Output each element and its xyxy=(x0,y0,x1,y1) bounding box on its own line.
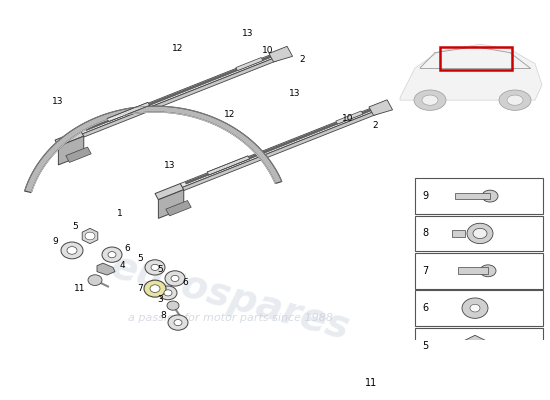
Ellipse shape xyxy=(499,90,531,110)
Text: 13: 13 xyxy=(164,161,176,170)
FancyBboxPatch shape xyxy=(415,216,543,251)
Text: 1: 1 xyxy=(117,210,123,218)
Ellipse shape xyxy=(88,275,102,286)
Ellipse shape xyxy=(165,271,185,286)
Polygon shape xyxy=(452,230,465,237)
Ellipse shape xyxy=(507,95,523,105)
Ellipse shape xyxy=(392,375,412,390)
Text: 12: 12 xyxy=(224,110,236,119)
Text: 13: 13 xyxy=(289,89,301,98)
Polygon shape xyxy=(462,371,506,388)
Polygon shape xyxy=(107,102,150,122)
Ellipse shape xyxy=(480,265,496,277)
FancyBboxPatch shape xyxy=(415,178,543,214)
Ellipse shape xyxy=(85,232,95,240)
FancyBboxPatch shape xyxy=(415,253,543,289)
Ellipse shape xyxy=(174,320,182,326)
Polygon shape xyxy=(55,130,84,146)
Ellipse shape xyxy=(159,286,177,300)
Ellipse shape xyxy=(473,228,487,238)
Polygon shape xyxy=(236,58,263,71)
Text: 10: 10 xyxy=(342,114,354,123)
Text: 10: 10 xyxy=(262,46,274,56)
Text: 7: 7 xyxy=(137,284,143,293)
Ellipse shape xyxy=(422,95,438,105)
Ellipse shape xyxy=(171,275,179,282)
Text: 13: 13 xyxy=(242,30,254,38)
Ellipse shape xyxy=(150,285,160,292)
Polygon shape xyxy=(97,263,115,275)
Ellipse shape xyxy=(467,223,493,244)
Text: 12: 12 xyxy=(172,44,184,53)
Text: 5: 5 xyxy=(137,254,143,264)
Text: 2: 2 xyxy=(372,121,378,130)
Polygon shape xyxy=(458,268,488,274)
Ellipse shape xyxy=(397,379,407,387)
Text: 7: 7 xyxy=(422,266,428,276)
Polygon shape xyxy=(155,184,184,200)
Polygon shape xyxy=(85,51,283,130)
Text: 8: 8 xyxy=(160,311,166,320)
FancyBboxPatch shape xyxy=(415,365,543,400)
Text: 3: 3 xyxy=(157,295,163,304)
Text: 4: 4 xyxy=(119,261,125,270)
Polygon shape xyxy=(58,136,84,165)
Text: 11: 11 xyxy=(74,284,86,293)
Ellipse shape xyxy=(67,247,77,254)
Polygon shape xyxy=(158,190,184,218)
Ellipse shape xyxy=(470,304,480,312)
Polygon shape xyxy=(80,48,288,134)
Polygon shape xyxy=(166,200,191,216)
Polygon shape xyxy=(369,100,393,116)
Text: 5: 5 xyxy=(72,222,78,231)
Text: 2: 2 xyxy=(299,55,305,64)
Text: 6: 6 xyxy=(124,244,130,253)
Text: eurospares: eurospares xyxy=(106,247,354,347)
Polygon shape xyxy=(180,102,388,187)
Text: 860 01: 860 01 xyxy=(458,396,500,400)
Text: 11: 11 xyxy=(365,378,377,388)
Polygon shape xyxy=(207,156,250,175)
Text: 9: 9 xyxy=(422,191,428,201)
Polygon shape xyxy=(82,228,98,244)
Ellipse shape xyxy=(167,301,179,310)
Polygon shape xyxy=(465,335,486,356)
Text: 9: 9 xyxy=(52,238,58,246)
Ellipse shape xyxy=(61,242,83,259)
FancyBboxPatch shape xyxy=(360,365,425,400)
Polygon shape xyxy=(82,52,290,137)
Text: 8: 8 xyxy=(422,228,428,238)
Polygon shape xyxy=(269,46,293,62)
Polygon shape xyxy=(382,380,396,386)
Text: 5: 5 xyxy=(422,340,428,350)
Ellipse shape xyxy=(108,252,116,258)
Text: 13: 13 xyxy=(52,97,64,106)
Text: a passion for motor parts since 1988: a passion for motor parts since 1988 xyxy=(128,313,333,323)
Ellipse shape xyxy=(414,90,446,110)
Polygon shape xyxy=(25,106,282,192)
Polygon shape xyxy=(66,147,91,162)
Ellipse shape xyxy=(144,280,166,297)
FancyBboxPatch shape xyxy=(415,394,543,400)
FancyBboxPatch shape xyxy=(415,328,543,363)
Ellipse shape xyxy=(462,298,488,318)
Polygon shape xyxy=(455,193,490,200)
Polygon shape xyxy=(183,106,390,190)
Ellipse shape xyxy=(164,290,172,296)
Ellipse shape xyxy=(168,315,188,330)
Ellipse shape xyxy=(469,341,481,350)
Ellipse shape xyxy=(151,264,159,270)
FancyBboxPatch shape xyxy=(415,290,543,326)
Ellipse shape xyxy=(482,190,498,202)
Text: 6: 6 xyxy=(422,303,428,313)
Text: 6: 6 xyxy=(182,278,188,287)
Ellipse shape xyxy=(145,260,165,275)
Ellipse shape xyxy=(102,247,122,262)
Polygon shape xyxy=(336,111,363,124)
Polygon shape xyxy=(400,44,542,100)
Text: 5: 5 xyxy=(157,266,163,274)
Polygon shape xyxy=(185,105,383,184)
